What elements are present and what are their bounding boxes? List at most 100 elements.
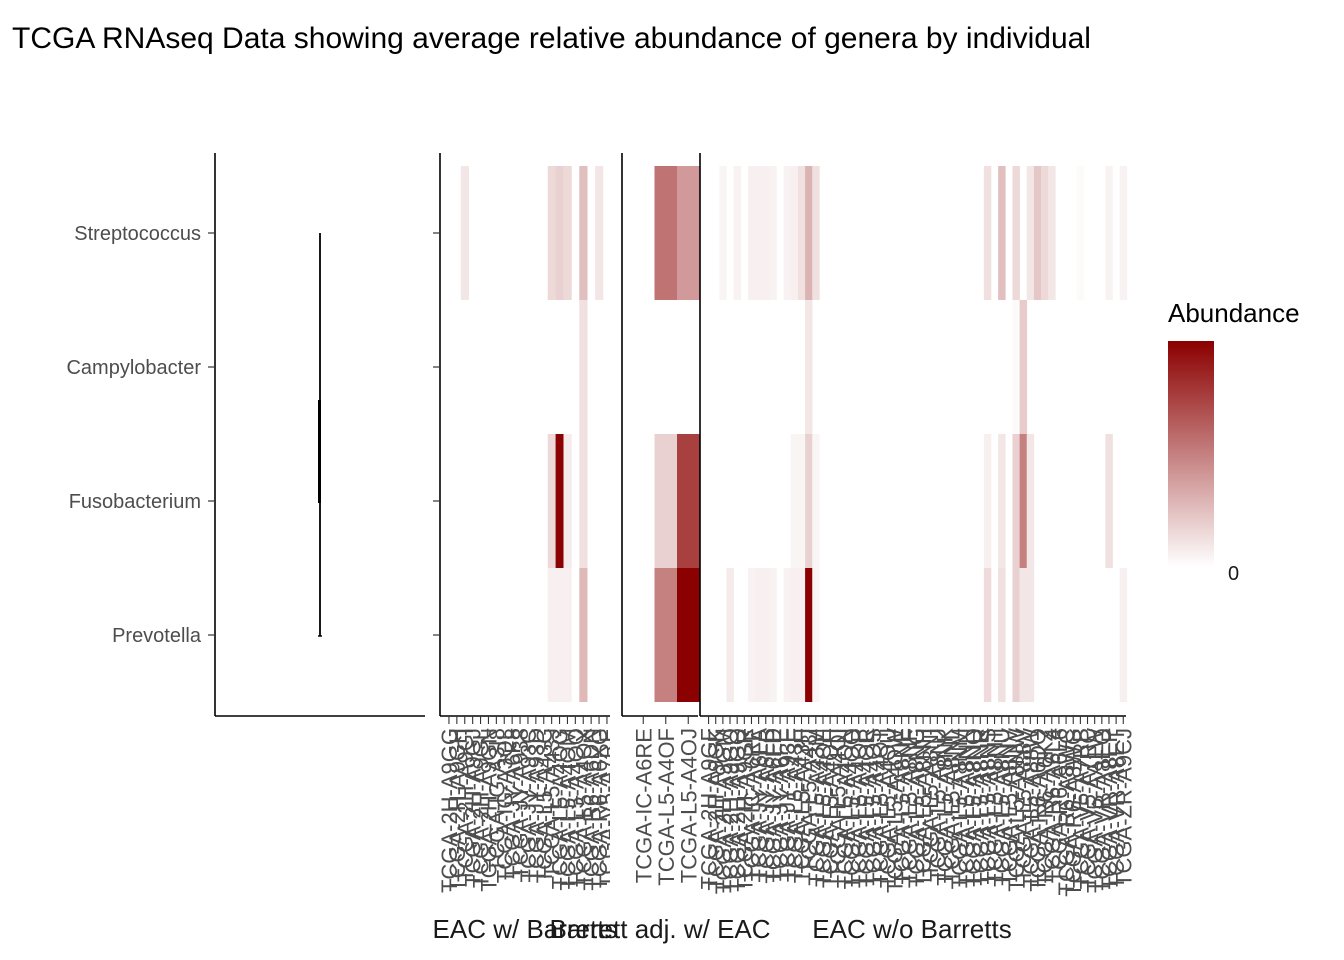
sample-label-tcga-l5-a4os: TCGA-L5-A4OS [861, 728, 886, 887]
heat-cell-streptococcus-tcga-jy-a6fa [755, 166, 763, 300]
genus-label-campylobacter: Campylobacter [66, 357, 201, 379]
sample-label-tcga-jy-a938: TCGA-JY-A938 [508, 728, 533, 879]
heat-cell-streptococcus-tcga-ic-a6rf [747, 166, 756, 300]
sample-label-tcga-ig-a3i8: TCGA-IG-A3I8 [484, 728, 509, 872]
heat-cell-streptococcus-tcga-l5-a88w [1026, 166, 1035, 300]
sample-label-tcga-2h-a9gf: TCGA-2H-A9GF [697, 728, 722, 889]
sample-label-tcga-l5-a8ne: TCGA-L5-A8NE [890, 728, 915, 886]
sample-label-tcga-2h-a9gm: TCGA-2H-A9GM [711, 728, 736, 894]
heat-cell-streptococcus-tcga-l5-a43e [790, 166, 799, 300]
sample-label-tcga-l5-a8ng: TCGA-L5-A8NG [904, 728, 929, 888]
heat-cell-streptococcus-tcga-l5-a43i [805, 166, 813, 300]
heat-cell-streptococcus-tcga-r6-a6dq [1033, 166, 1042, 300]
sample-label-tcga-l5-a88v: TCGA-L5-A88V [1011, 728, 1036, 882]
sample-label-tcga-l5-a4om: TCGA-L5-A4OM [555, 728, 580, 891]
heat-cell-streptococcus-tcga-l5-a43j [547, 166, 556, 300]
sample-label-tcga-ic-a6re: TCGA-IC-A6RE [631, 728, 656, 883]
sample-labels: TCGA-2H-A9GFTCGA-2H-A9GKTCGA-2H-A9GMTCGA… [697, 728, 1132, 897]
heat-cell-fusobacterium-tcga-l5-a4om [563, 434, 572, 568]
sample-label-tcga-v5-a7rc: TCGA-V5-A7RC [1076, 728, 1101, 889]
sample-label-tcga-2h-a9gq: TCGA-2H-A9GQ [725, 728, 750, 893]
heat-cell-fusobacterium-tcga-l5-a43m [812, 434, 820, 568]
heat-cell-streptococcus-tcga-vr-a8ep [1105, 166, 1113, 300]
heat-cell-prevotella-tcga-l5-a4om [563, 568, 572, 702]
sample-label-tcga-r6-a6l4: TCGA-R6-A6L4 [1040, 728, 1065, 883]
sample-label-tcga-l5-a4ox: TCGA-L5-A4OX [571, 728, 596, 887]
sample-label-tcga-l5-a4oe: TCGA-L5-A4OE [811, 728, 836, 887]
sample-label-tcga-2h-a9gr: TCGA-2H-A9GR [732, 728, 757, 892]
heat-cell-streptococcus-tcga-jy-a6fb [762, 166, 770, 300]
heat-cell-campylobacter-tcga-l5-a88v [1019, 300, 1028, 434]
heat-cell-fusobacterium-tcga-l5-a4ox [579, 434, 588, 568]
sample-label-tcga-r6-a6dq: TCGA-R6-A6DQ [1025, 728, 1050, 892]
heat-cell-campylobacter-tcga-l5-a4ox [579, 300, 588, 434]
sample-label-tcga-jy-a93e: TCGA-JY-A93E [775, 728, 800, 881]
sample-label-tcga-l5-a43j: TCGA-L5-A43J [540, 728, 565, 878]
sample-label-tcga-l5-a8nv: TCGA-L5-A8NV [997, 728, 1022, 886]
facet-label-eac-w-o-barretts: EAC w/o Barretts [812, 914, 1011, 944]
heat-cell-fusobacterium-tcga-l5-a43i [805, 434, 813, 568]
sample-label-tcga-r6-a6xg: TCGA-R6-A6XG [587, 728, 612, 891]
heat-cell-prevotella-tcga-l5-a4ox [579, 568, 588, 702]
sample-label-tcga-l5-a8ns: TCGA-L5-A8NS [975, 728, 1000, 886]
sample-label-tcga-jy-a6f8: TCGA-JY-A6F8 [500, 728, 525, 880]
heat-cell-campylobacter-tcga-l5-a43i [805, 300, 813, 434]
heat-cell-prevotella-tcga-l5-a43j [547, 568, 556, 702]
heat-cell-streptococcus-tcga-l5-a8ns [983, 166, 992, 300]
sample-label-tcga-v5-aa1w: TCGA-V5-AA1W [1083, 728, 1108, 893]
sample-label-tcga-l5-a4ou: TCGA-L5-A4OU [875, 728, 900, 888]
heat-cell-fusobacterium-tcga-l5-a88w [1026, 434, 1035, 568]
heat-cell-fusobacterium-tcga-l5-a8nw [1012, 434, 1020, 568]
sample-label-tcga-l5-a4ot: TCGA-L5-A4OT [868, 728, 893, 886]
heat-cell-streptococcus-tcga-r6-a6xg [595, 166, 604, 300]
sample-label-tcga-v5-a7rb: TCGA-V5-A7RB [1068, 728, 1093, 888]
legend: Abundance 0 [1168, 298, 1300, 585]
heat-cell-fusobacterium-tcga-l5-a43e [790, 434, 799, 568]
sample-label-tcga-l5-a8ni: TCGA-L5-A8NI [918, 728, 943, 877]
sample-label-tcga-2h-a9gi: TCGA-2H-A9GI [453, 728, 478, 882]
genus-label-fusobacterium: Fusobacterium [69, 491, 201, 513]
heat-cell-fusobacterium-tcga-l5-a4og [555, 434, 564, 568]
heat-cell-streptococcus-tcga-r6-a6kz [1041, 166, 1049, 300]
sample-label-tcga-l5-a43h: TCGA-L5-A43H [790, 728, 815, 883]
sample-label-tcga-jy-a93d: TCGA-JY-A93D [524, 728, 549, 882]
sample-label-tcga-jy-a6fd: TCGA-JY-A6FD [761, 728, 786, 884]
sample-label-tcga-2h-a9gl: TCGA-2H-A9GL [469, 728, 494, 888]
heat-cell-prevotella-tcga-l5-a43h [797, 568, 806, 702]
heat-cell-prevotella-tcga-l5-a43e [790, 568, 799, 702]
facet-label-eac-w-barretts: EAC w/ Barretts [433, 914, 618, 944]
sample-label-tcga-l5-a8nj: TCGA-L5-A8NJ [925, 728, 950, 882]
sample-label-tcga-r6-a6kz: TCGA-R6-A6KZ [1033, 728, 1058, 887]
sample-label-tcga-vr-a8eo: TCGA-VR-A8EO [1090, 728, 1115, 893]
sample-label-tcga-l5-a88w: TCGA-L5-A88W [1018, 728, 1043, 888]
heat-cell-streptococcus-tcga-l5-a43h [797, 166, 806, 300]
sample-label-tcga-l5-a8nk: TCGA-L5-A8NK [933, 728, 958, 886]
heat-cell-campylobacter-tcga-l5-a8nw [1012, 300, 1020, 434]
sample-labels: TCGA-2H-A9GGTCGA-2H-A9GHTCGA-2H-A9GITCGA… [440, 728, 620, 893]
sample-label-tcga-l5-a8nm: TCGA-L5-A8NM [947, 728, 972, 889]
heat-cell-streptococcus-tcga-v5-a7rb [1076, 166, 1085, 300]
heat-cell-streptococcus-tcga-l5-a4of [654, 166, 678, 300]
sample-label-tcga-l5-a8nl: TCGA-L5-A8NL [940, 728, 965, 883]
sample-label-tcga-l5-a8nf: TCGA-L5-A8NF [897, 728, 922, 884]
sample-label-tcga-l5-a4oh: TCGA-L5-A4OH [818, 728, 843, 888]
heat-cell-prevotella-tcga-jy-a6fd [769, 568, 777, 702]
sample-label-tcga-2h-a9gn: TCGA-2H-A9GN [476, 728, 501, 892]
sample-label-tcga-l5-a8nw: TCGA-L5-A8NW [1004, 728, 1029, 892]
heat-cell-streptococcus-tcga-l5-a4ox [579, 166, 588, 300]
sample-label-tcga-2h-a9go: TCGA-2H-A9GO [718, 728, 743, 893]
sample-label-tcga-l5-a8nn: TCGA-L5-A8NN [954, 728, 979, 887]
sample-label-tcga-r6-a6l6: TCGA-R6-A6L6 [1047, 728, 1072, 883]
sample-label-tcga-vr-a8ep: TCGA-VR-A8EP [1097, 728, 1122, 891]
facet-eac-w-o-barretts: TCGA-2H-A9GFTCGA-2H-A9GKTCGA-2H-A9GMTCGA… [697, 153, 1132, 944]
sample-label-tcga-2h-a9gk: TCGA-2H-A9GK [704, 728, 729, 891]
heat-cell-fusobacterium-tcga-l5-a88v [1019, 434, 1028, 568]
sample-label-tcga-2h-a9gj: TCGA-2H-A9GJ [461, 728, 486, 887]
heat-cell-fusobacterium-tcga-vr-a8ep [1105, 434, 1113, 568]
sample-label-tcga-l5-a4of: TCGA-L5-A4OF [654, 728, 679, 886]
sample-label-tcga-v5-a7re: TCGA-V5-A7RE [595, 728, 620, 888]
heat-cell-prevotella-tcga-2h-a9go [726, 568, 734, 702]
heatmap-panels: TCGA-2H-A9GGTCGA-2H-A9GHTCGA-2H-A9GITCGA… [433, 153, 1132, 944]
